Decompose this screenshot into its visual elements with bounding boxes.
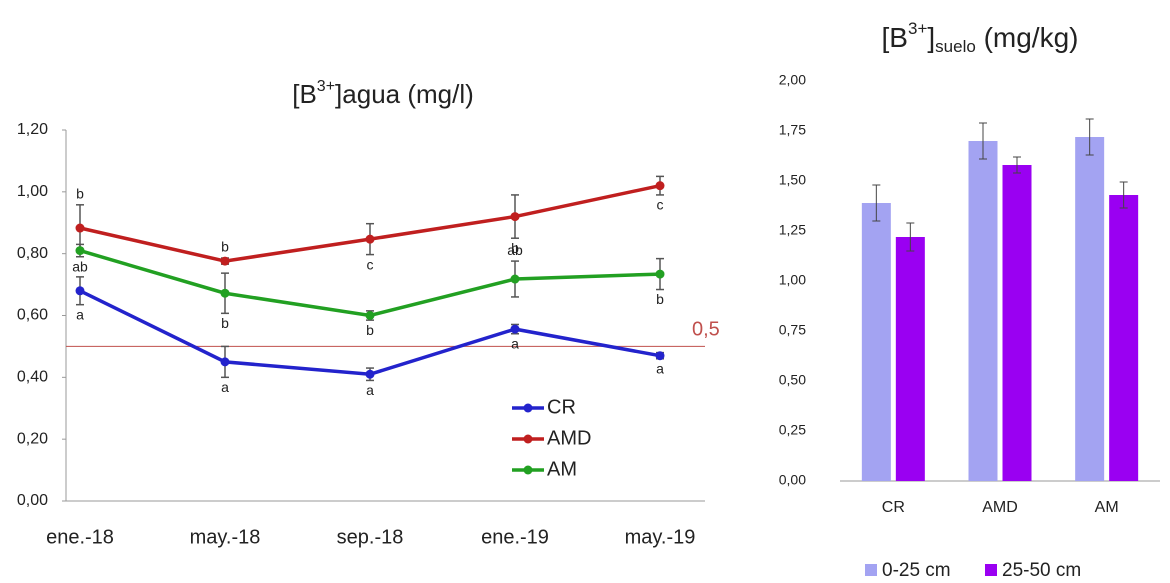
point (220, 357, 230, 367)
y-tick-label: 0,80 (17, 245, 48, 262)
y-tick-label: 0,00 (779, 472, 806, 488)
significance-letter: ab (72, 258, 88, 274)
x-tick-label: sep.-18 (337, 526, 404, 548)
legend-label: 25-50 cm (1002, 560, 1081, 581)
y-tick-label: 1,50 (779, 172, 806, 188)
bar (1109, 195, 1139, 481)
y-tick-label: 0,20 (17, 430, 48, 447)
significance-letter: c (367, 256, 374, 272)
point (220, 256, 230, 266)
point (75, 286, 85, 296)
legend-swatch (985, 564, 997, 576)
legend-swatch (865, 564, 877, 576)
x-tick-label: CR (882, 499, 905, 516)
point (655, 181, 665, 191)
point (655, 269, 665, 279)
x-tick-label: may.-18 (190, 526, 261, 548)
x-tick-label: AMD (982, 499, 1018, 516)
point (510, 212, 520, 222)
y-tick-label: 0,60 (17, 307, 48, 324)
significance-letter: a (511, 335, 519, 351)
bar (968, 141, 998, 481)
significance-letter: b (76, 186, 84, 202)
y-tick-label: 1,00 (17, 183, 48, 200)
y-tick-label: 1,75 (779, 122, 806, 138)
y-tick-label: 2,00 (779, 72, 806, 88)
x-tick-label: AM (1095, 499, 1119, 516)
significance-letter: b (656, 291, 664, 307)
significance-letter: a (76, 306, 84, 322)
significance-letter: a (366, 382, 374, 398)
x-tick-label: ene.-19 (481, 526, 549, 548)
significance-letter: ab (507, 242, 523, 258)
y-tick-label: 0,75 (779, 322, 806, 338)
x-tick-label: may.-19 (625, 526, 696, 548)
y-tick-label: 1,00 (779, 272, 806, 288)
bar (1002, 165, 1032, 481)
significance-letter: b (366, 322, 374, 338)
chart-title: [B3+]suelo (mg/kg) (882, 19, 1079, 56)
significance-letter: b (221, 315, 229, 331)
significance-letter: b (221, 239, 229, 255)
bar (895, 237, 925, 481)
x-tick-label: ene.-18 (46, 526, 114, 548)
point (75, 246, 85, 256)
legend-label: AM (547, 458, 577, 480)
point (365, 234, 375, 244)
legend-marker (523, 465, 533, 475)
legend-label: AMD (547, 427, 591, 449)
chart-title: [B3+]agua (mg/l) (292, 78, 474, 109)
legend-label: CR (547, 396, 576, 418)
reference-label: 0,5 (692, 319, 720, 341)
significance-letter: a (656, 360, 664, 376)
point (220, 288, 230, 298)
point (510, 324, 520, 334)
point (510, 274, 520, 284)
y-tick-label: 0,50 (779, 372, 806, 388)
bar (861, 203, 891, 481)
y-tick-label: 1,25 (779, 222, 806, 238)
y-tick-label: 1,20 (17, 121, 48, 138)
significance-letter: b (511, 240, 519, 256)
point (365, 369, 375, 379)
legend-marker (523, 434, 533, 444)
bar (1075, 137, 1105, 481)
significance-letter: c (657, 197, 664, 213)
y-tick-label: 0,40 (17, 369, 48, 386)
legend-marker (523, 403, 533, 413)
y-tick-label: 0,00 (17, 492, 48, 509)
point (655, 351, 665, 361)
y-tick-label: 0,25 (779, 422, 806, 438)
point (75, 223, 85, 233)
significance-letter: a (221, 379, 229, 395)
point (365, 311, 375, 320)
legend-label: 0-25 cm (882, 560, 951, 581)
